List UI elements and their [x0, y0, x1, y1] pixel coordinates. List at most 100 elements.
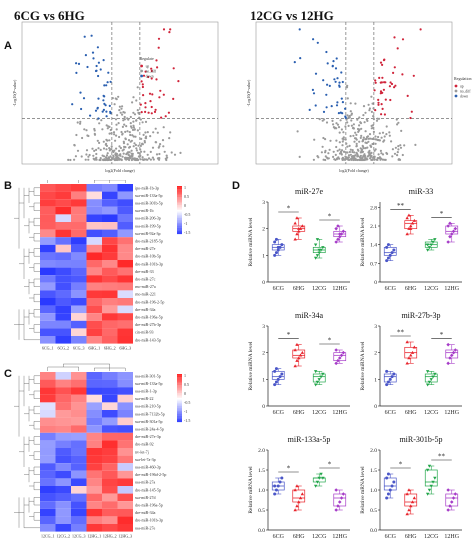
volcano-point [125, 157, 128, 160]
y-axis-label: Relative miRNA level [248, 341, 254, 390]
volcano-point [85, 153, 88, 156]
volcano-point [132, 124, 135, 127]
dendrogram-top [47, 180, 126, 183]
data-point [300, 350, 305, 354]
volcano-point [314, 72, 318, 75]
heatmap-cell [55, 206, 71, 215]
volcano-point [118, 135, 121, 139]
heatmap-cell [86, 298, 102, 306]
legend-dot [454, 84, 458, 88]
volcano-point [131, 101, 134, 104]
volcano-point [149, 100, 152, 103]
volcano-point [350, 112, 353, 115]
data-point [446, 342, 450, 347]
heatmap-cell [86, 282, 102, 291]
volcano-point [140, 80, 143, 83]
data-point [273, 484, 277, 488]
scale-step [177, 402, 182, 405]
scale-step [177, 394, 182, 397]
volcano-point [388, 134, 391, 137]
volcano-point [358, 124, 361, 127]
data-point [453, 348, 458, 352]
volcano-point [107, 125, 110, 128]
heatmap-cell [55, 394, 71, 403]
y-tick-label: 2.1 [370, 224, 377, 230]
volcano-point [376, 138, 379, 142]
volcano-point [147, 75, 150, 79]
heatmap-col-label: 12CG_1 [41, 534, 55, 539]
heatmap-cell [102, 486, 118, 494]
volcano-point [108, 147, 111, 150]
volcano-point [324, 155, 327, 158]
volcano-point [73, 143, 76, 147]
scale-step [177, 391, 182, 394]
heatmap-cell [117, 275, 133, 283]
volcano-point [336, 77, 339, 80]
scale-step [177, 374, 182, 376]
volcano-point [108, 104, 111, 107]
heatmap-cell [71, 379, 87, 388]
data-point [295, 232, 299, 236]
heatmap-cell [71, 402, 87, 410]
heatmap-cell [117, 184, 133, 192]
data-point [412, 218, 417, 222]
heatmap-col-label: 6HG_2 [104, 346, 116, 351]
heatmap-cell [71, 425, 87, 433]
scale-step [177, 377, 182, 379]
y-tick-label: 3 [262, 324, 265, 330]
volcano-point [335, 122, 338, 125]
heatmap-cell [102, 432, 118, 441]
heatmap-col-label: 12CG_2 [56, 534, 70, 539]
data-point [385, 476, 389, 480]
data-point [431, 240, 435, 244]
volcano-point [339, 111, 342, 114]
volcano-point [336, 149, 339, 152]
heatmap-cell [71, 455, 87, 464]
heatmap-row-label: dre-miR-27e [135, 246, 156, 251]
data-point [315, 380, 320, 384]
data-point [405, 340, 409, 344]
volcano-point [154, 141, 157, 144]
volcano-point [156, 131, 159, 134]
data-point [425, 492, 430, 496]
volcano-point [79, 120, 82, 123]
heatmap-cell [117, 394, 133, 403]
volcano-point [127, 154, 130, 157]
heatmap-cell [40, 267, 56, 276]
volcano-point [150, 105, 153, 109]
volcano-point [121, 125, 124, 128]
heatmap-col-label: 6CG_2 [57, 346, 69, 351]
data-point [274, 380, 278, 384]
volcano-point [331, 64, 334, 67]
heatmap-row-label: dre-miR-34a [135, 510, 156, 515]
volcano-plots: -Log10(P-value) log2(Fold change) Regulate… [12, 21, 472, 173]
volcano-point [335, 57, 338, 60]
legend-label: up [146, 65, 150, 69]
heatmap-cell [102, 524, 118, 532]
volcano-point [388, 131, 391, 134]
volcano-point [363, 153, 366, 156]
volcano-point [364, 147, 367, 150]
volcano-point [364, 111, 367, 114]
volcano-point [93, 158, 96, 161]
heatmap-cell [71, 298, 87, 306]
heatmap-cell [40, 244, 56, 253]
volcano-point [155, 78, 158, 81]
volcano-point [334, 153, 337, 156]
volcano-point [350, 119, 353, 122]
volcano-point [362, 147, 365, 150]
data-point [407, 356, 411, 360]
data-point [278, 375, 282, 379]
data-point [274, 251, 278, 255]
heatmap-cell [55, 432, 71, 441]
volcano-point [356, 158, 359, 162]
volcano-point [99, 68, 102, 71]
heatmap-cell [86, 290, 102, 298]
panel-label-d: D [232, 180, 240, 192]
volcano-point [98, 122, 101, 125]
volcano-point [338, 157, 341, 160]
scale-step [177, 194, 182, 196]
volcano-point [154, 127, 157, 130]
data-point [409, 353, 413, 357]
data-point [321, 372, 325, 376]
